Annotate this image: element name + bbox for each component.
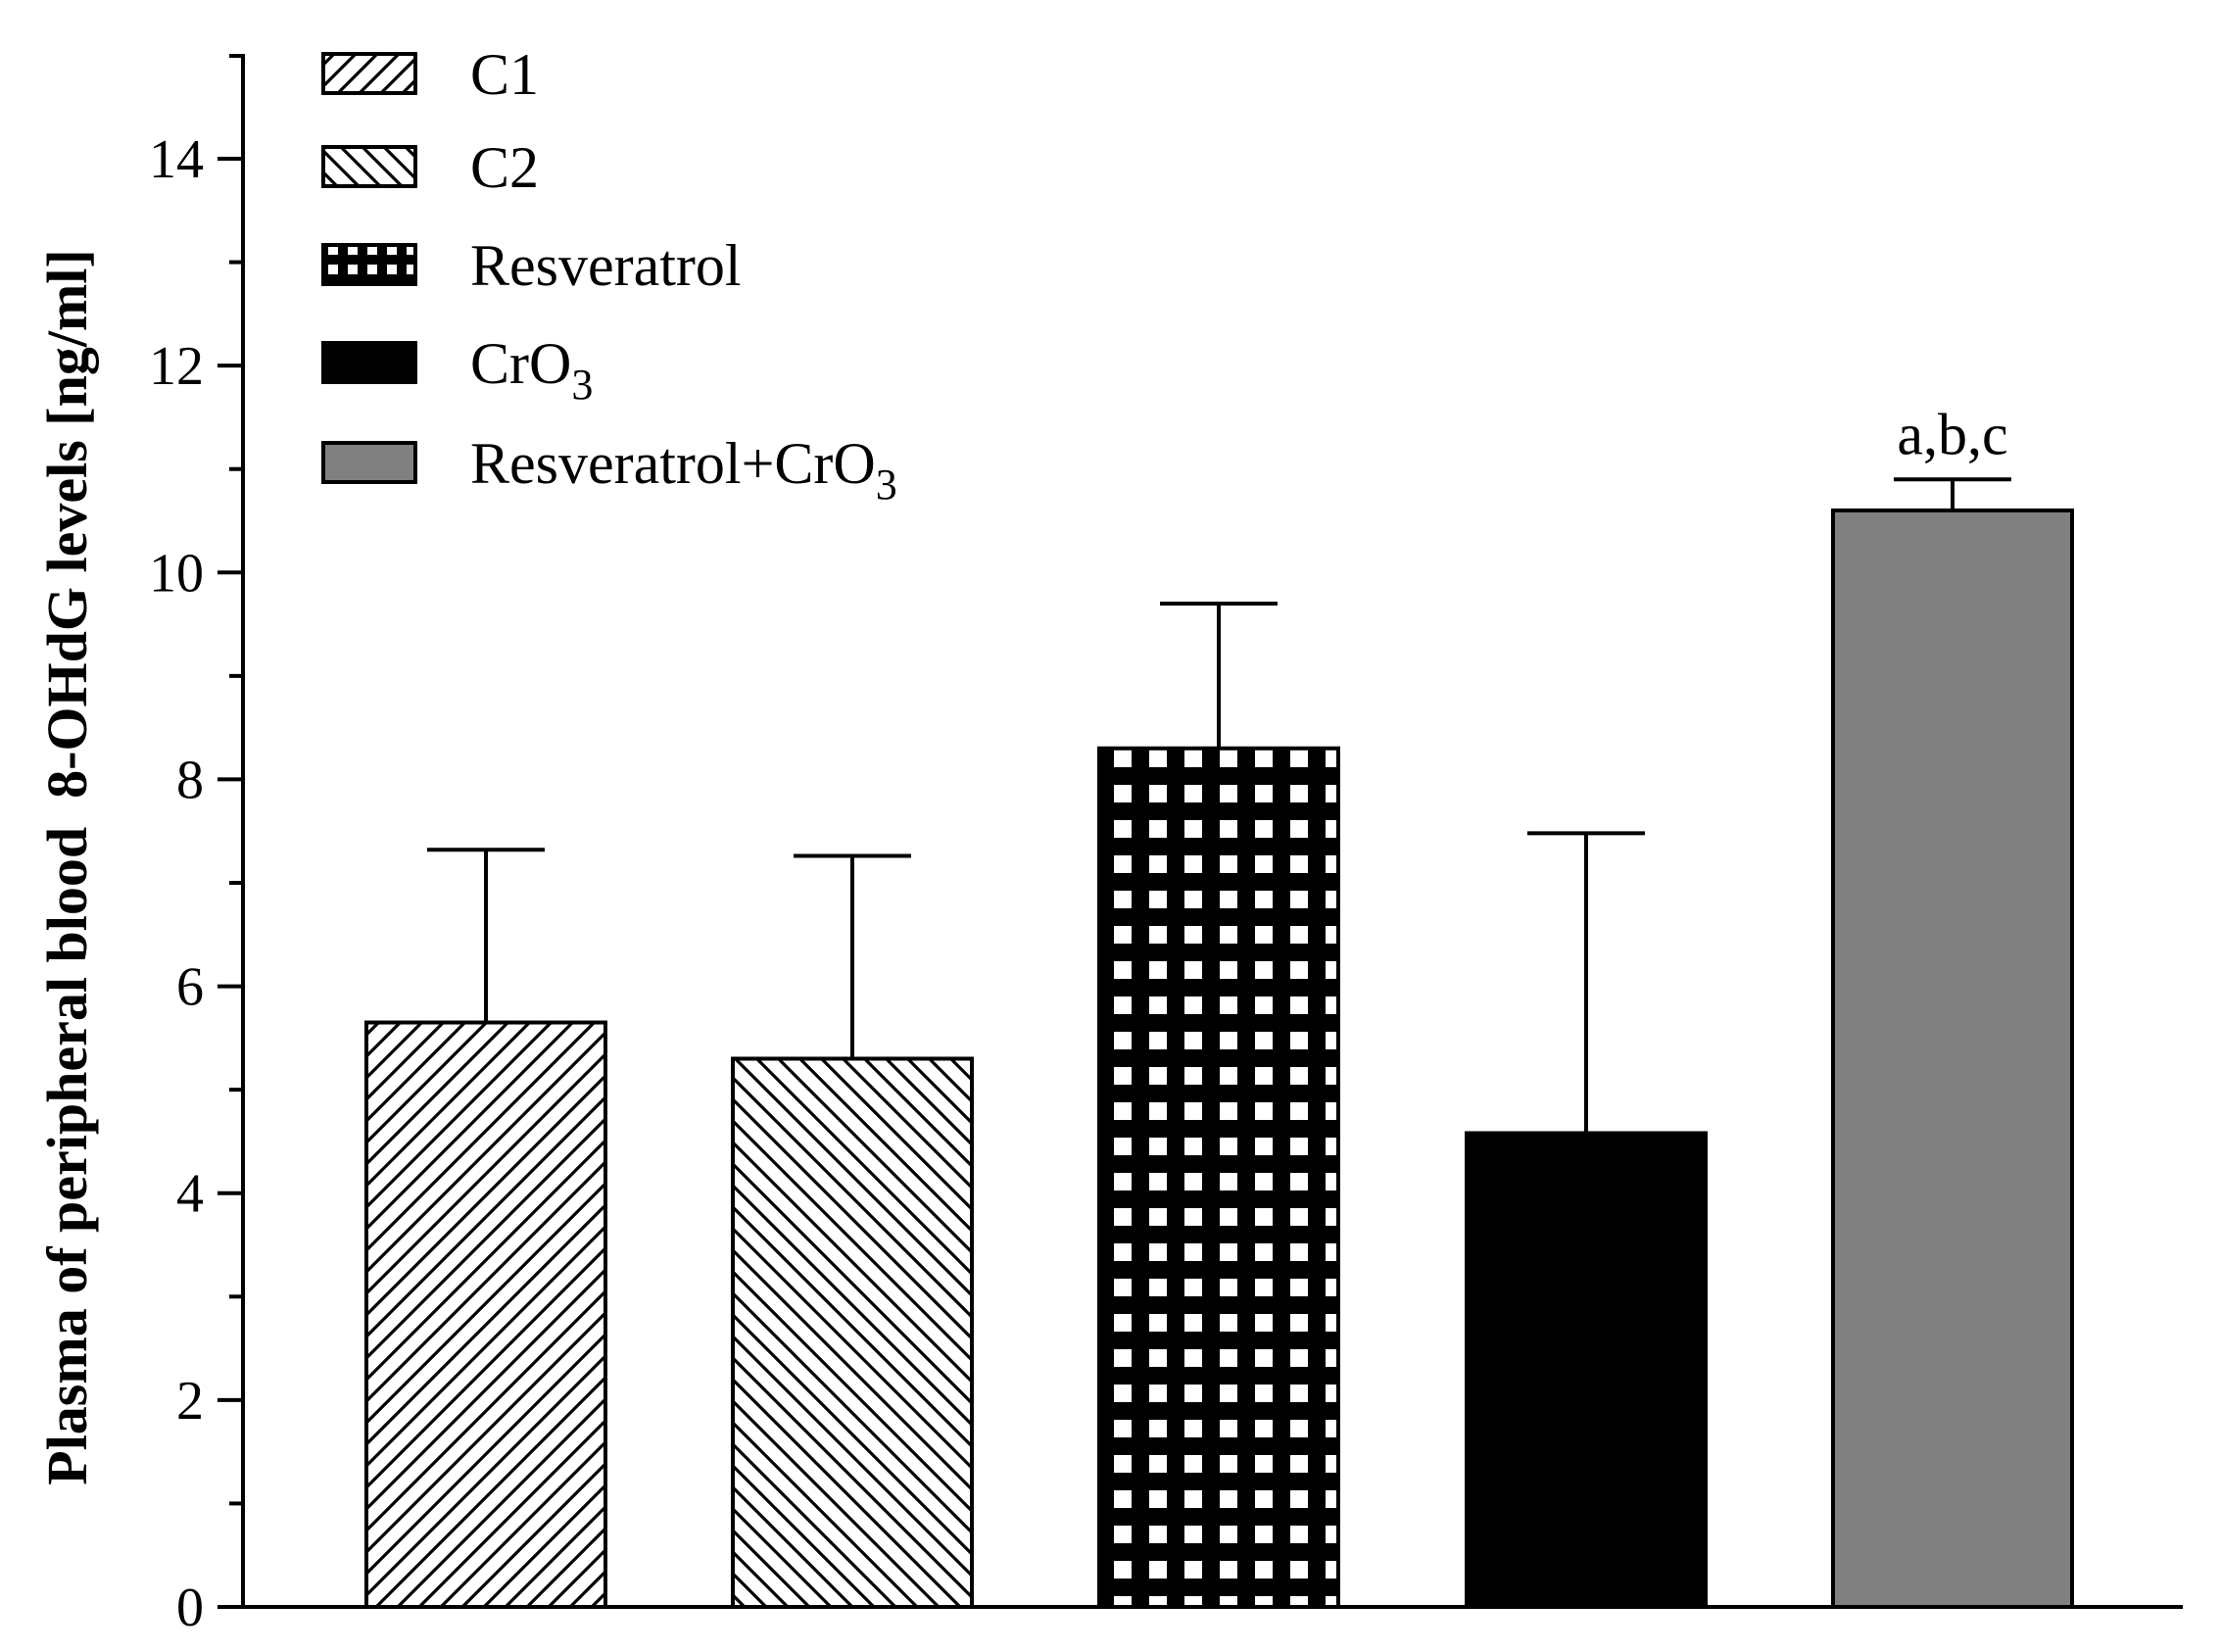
y-tick-label: 10 <box>149 543 204 604</box>
legend-swatch <box>321 243 417 286</box>
legend-label: C1 <box>470 42 539 107</box>
bar-c1 <box>364 1020 607 1610</box>
bar-resveratrol-cro3 <box>1831 508 2074 1609</box>
bar-resveratrol <box>1097 746 1340 1609</box>
bars <box>364 508 2074 1610</box>
y-tick-label: 8 <box>176 750 204 810</box>
legend-swatch <box>321 145 417 188</box>
legend-label: C2 <box>470 135 539 200</box>
y-tick-label: 0 <box>176 1578 204 1638</box>
legend-label: Resveratrol+CrO3 <box>470 431 897 509</box>
bar-c2 <box>731 1056 974 1609</box>
y-tick-label: 6 <box>176 957 204 1018</box>
legend-label: Resveratrol <box>470 233 742 298</box>
legend-swatch <box>321 441 417 484</box>
legend: C1 C2 Resveratrol CrO3 Resveratrol+CrO3 <box>321 42 897 509</box>
legend-label: CrO3 <box>470 331 593 409</box>
y-tick-label: 12 <box>149 336 204 397</box>
significance-annotation: a,b,c <box>1897 402 2007 466</box>
y-tick-label: 14 <box>149 129 204 190</box>
y-tick-label: 4 <box>176 1164 204 1225</box>
error-bars <box>427 477 2011 1134</box>
y-axis-title: Plasma of peripheral blood 8-OHdG levels… <box>35 249 99 1484</box>
y-tick-label: 2 <box>176 1371 204 1432</box>
annotations: a,b,c <box>1897 402 2007 466</box>
legend-swatch <box>321 341 417 384</box>
legend-swatch <box>321 52 417 95</box>
bar-cro3 <box>1465 1131 1708 1610</box>
